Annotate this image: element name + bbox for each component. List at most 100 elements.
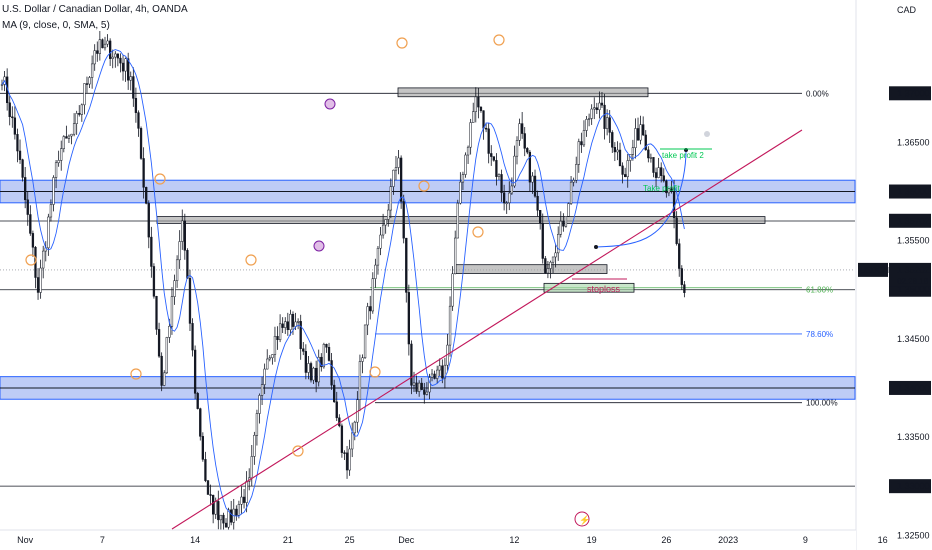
candle-body [132, 76, 135, 99]
candle-body [70, 133, 73, 137]
candle-body [464, 154, 467, 175]
candle-body [621, 165, 624, 175]
candle-body [544, 258, 547, 274]
candle-body [315, 367, 318, 383]
candle-body [204, 459, 207, 481]
candle-body [665, 180, 668, 194]
swing-point-marker [130, 368, 142, 380]
candle-body [387, 209, 390, 220]
time-tick: 2023 [718, 535, 738, 545]
target-label: take profit 2 [662, 151, 704, 160]
candle-body [8, 102, 11, 117]
candle-body [62, 136, 65, 149]
candle-body [139, 128, 143, 159]
candle-body [634, 128, 637, 148]
fib-level-label: 0.00% [806, 89, 829, 98]
candle-body [567, 203, 570, 217]
candle-body [227, 509, 230, 528]
candle-body [433, 373, 436, 379]
time-tick: 26 [661, 535, 671, 545]
candle-body [304, 351, 308, 373]
candle-body [649, 157, 653, 159]
candle-body [160, 355, 163, 386]
candle-body [18, 150, 22, 160]
price-tag-box [889, 213, 931, 228]
event-icon [574, 511, 590, 527]
price-tick: 1.34000 [897, 383, 930, 393]
candle-body [98, 39, 101, 54]
chart-title: U.S. Dollar / Canadian Dollar, 4h, OANDA [2, 4, 188, 15]
candle-body [268, 357, 271, 360]
candle-body [631, 147, 635, 155]
candle-body [199, 408, 202, 437]
candle-body [526, 148, 529, 153]
candle-body [72, 123, 76, 135]
candle-body [260, 384, 264, 396]
current-price-box [889, 262, 931, 287]
candle-body [381, 224, 385, 236]
candle-body [392, 169, 395, 187]
candle-body [157, 329, 161, 357]
candle-body [302, 348, 305, 352]
candle-body [54, 162, 58, 178]
candle-body [217, 501, 220, 521]
candle-body [616, 149, 619, 153]
candle-body [490, 153, 493, 157]
candle-body [636, 128, 640, 141]
candle-body [454, 237, 457, 275]
candle-body [163, 372, 166, 386]
event-icon-glyph: ⚡ [579, 514, 590, 526]
candle-body [559, 220, 562, 235]
swing-point-marker [245, 254, 257, 266]
candle-body [276, 336, 279, 340]
price-tick: 1.36500 [897, 137, 930, 147]
candle-body [129, 76, 132, 81]
candle-body [170, 296, 174, 327]
candle-body [477, 96, 480, 108]
candle-body [67, 135, 71, 139]
candle-body [639, 124, 642, 141]
candle-body [593, 107, 596, 110]
candle-body [317, 356, 320, 383]
candle-body [603, 104, 606, 129]
price-tag-box [889, 184, 931, 199]
candle-body [461, 174, 465, 183]
price-tick: 1.35000 [897, 285, 930, 295]
candle-body [441, 365, 444, 379]
candle-body [222, 514, 225, 524]
candle-body [263, 368, 266, 385]
candle-body [644, 134, 647, 151]
candle-body [600, 102, 604, 106]
candle-body [595, 107, 598, 111]
swing-point-marker [396, 37, 408, 49]
candle-body [11, 116, 14, 119]
candle-body [188, 278, 192, 324]
candle-body [479, 106, 483, 111]
candle-body [106, 40, 109, 45]
candle-body [307, 363, 310, 373]
take-profit-label: Take profit [643, 184, 681, 193]
candle-body [196, 393, 199, 409]
candle-body [116, 53, 120, 59]
candle-body [49, 204, 53, 218]
candle-body [57, 160, 60, 164]
candle-body [513, 155, 516, 187]
candle-body [608, 117, 611, 133]
candle-body [518, 123, 521, 141]
candle-body [469, 122, 472, 148]
time-tick: 9 [803, 535, 808, 545]
candle-body [214, 501, 217, 515]
candle-body [299, 321, 302, 349]
candle-body [536, 195, 539, 211]
candle-body [366, 306, 369, 326]
candle-body [39, 267, 42, 293]
price-tag-box [889, 380, 931, 395]
candle-body [528, 151, 532, 183]
candle-body [325, 344, 328, 348]
price-tick: 1.36000 [897, 187, 930, 197]
candle-body [660, 167, 663, 176]
swing-point-marker [25, 254, 37, 266]
candle-body [510, 185, 514, 194]
price-tick: 1.35702 [897, 216, 930, 226]
